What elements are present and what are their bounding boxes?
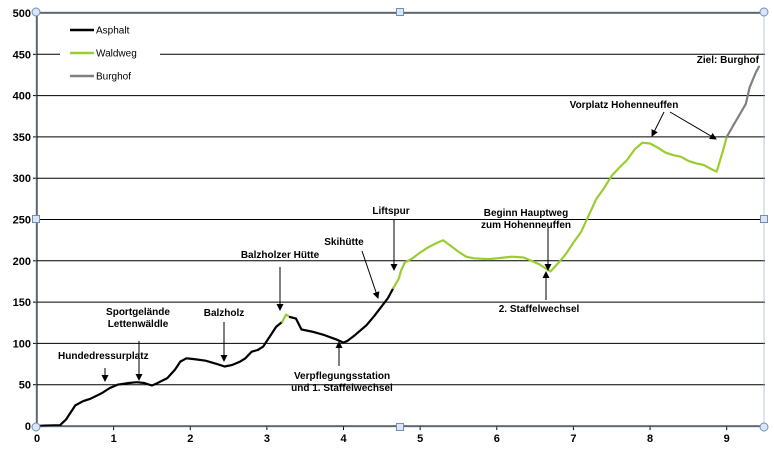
annotation-1: Sportgelände Lettenwäldle — [106, 307, 170, 330]
y-tick-350: 350 — [13, 132, 31, 144]
annotation-5: Verpflegungsstation und 1. Staffelwechsel — [291, 371, 393, 394]
y-tick-200: 200 — [13, 256, 31, 268]
legend-label-asphalt: Asphalt — [96, 26, 130, 37]
side-handle-0 — [396, 8, 404, 16]
legend: Asphalt Waldweg Burghof — [60, 20, 160, 92]
y-tick-400: 400 — [13, 91, 31, 103]
corner-handle-0 — [31, 7, 41, 17]
y-tick-50: 50 — [19, 380, 31, 392]
annotation-5-line-0: Verpflegungsstation — [294, 371, 390, 382]
side-handle-2 — [32, 215, 40, 223]
annotation-1-line-0: Sportgelände — [106, 307, 170, 318]
corner-handle-3 — [759, 422, 769, 432]
annotation-4: Skihütte — [324, 237, 364, 248]
annotation-10: Ziel: Burghof — [697, 55, 760, 66]
corner-handle-1 — [759, 7, 769, 17]
legend-label-burghof: Burghof — [96, 72, 131, 83]
y-tick-labels: 0 50 100 150 200 250 300 350 400 450 500 — [13, 8, 31, 433]
x-tick-5: 5 — [417, 433, 423, 445]
x-tick-7: 7 — [570, 433, 576, 445]
series-line-waldweg-3 — [392, 135, 728, 290]
series-line-burghof-4 — [725, 65, 761, 138]
x-tick-labels: 0 1 2 3 4 5 6 7 8 9 — [34, 433, 730, 445]
annotation-9: Vorplatz Hohenneuffen — [570, 100, 679, 111]
series-line-asphalt-2 — [288, 287, 395, 344]
corner-handle-2 — [31, 422, 41, 432]
annotations: Hundedressurplatz Sportgelände Lettenwäldl… — [58, 55, 760, 394]
series-lines — [35, 65, 761, 428]
y-tick-150: 150 — [13, 297, 31, 309]
annotation-7-line-1: zum Hohenneuffen — [481, 220, 571, 231]
annotation-arrow-4 — [361, 250, 380, 299]
side-handle-3 — [760, 215, 768, 223]
y-tick-100: 100 — [13, 338, 31, 350]
y-tick-300: 300 — [13, 173, 31, 185]
annotation-7-line-0: Beginn Hauptweg — [484, 208, 568, 219]
annotation-2: Balzholz — [204, 308, 245, 319]
x-tick-1: 1 — [111, 433, 117, 445]
series-line-waldweg-1 — [281, 313, 291, 323]
y-tick-450: 450 — [13, 49, 31, 61]
annotation-5-line-1: und 1. Staffelwechsel — [291, 383, 393, 394]
x-tick-8: 8 — [647, 433, 653, 445]
x-tick-9: 9 — [724, 433, 730, 445]
series-line-asphalt-0 — [35, 320, 284, 428]
annotation-1-line-1: Lettenwäldle — [108, 319, 169, 330]
annotation-8: 2. Staffelwechsel — [499, 304, 580, 315]
annotation-0: Hundedressurplatz — [58, 351, 149, 362]
y-tick-500: 500 — [13, 8, 31, 20]
x-tick-3: 3 — [264, 433, 270, 445]
legend-label-waldweg: Waldweg — [96, 49, 137, 60]
side-handle-1 — [396, 423, 404, 431]
x-tick-2: 2 — [187, 433, 193, 445]
y-tick-0: 0 — [25, 421, 31, 433]
selection-handles[interactable] — [31, 7, 769, 432]
legend-box — [60, 20, 160, 92]
x-tick-4: 4 — [340, 433, 347, 445]
annotation-3: Balzholzer Hütte — [241, 250, 320, 261]
gridlines — [37, 12, 765, 386]
x-tick-0: 0 — [34, 433, 40, 445]
y-tick-250: 250 — [13, 215, 31, 227]
x-tick-6: 6 — [494, 433, 500, 445]
annotation-7: Beginn Hauptweg zum Hohenneuffen — [481, 208, 571, 231]
annotation-6: Liftspur — [372, 206, 409, 217]
annotation-arrow-9b — [669, 111, 717, 140]
annotation-arrow-9 — [651, 111, 665, 137]
